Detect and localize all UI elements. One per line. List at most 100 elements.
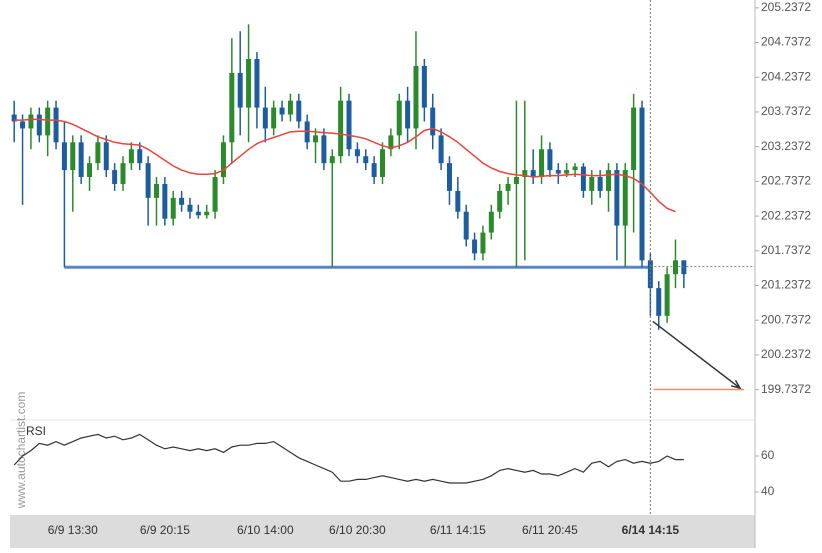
x-axis-band <box>10 515 755 548</box>
candle-body <box>262 107 268 129</box>
candle-body <box>296 100 302 122</box>
y-tick-label: 200.2372 <box>761 347 811 361</box>
candle-body <box>438 135 444 164</box>
candle-body <box>421 65 427 108</box>
y-tick-label: 202.2372 <box>761 208 811 222</box>
y-tick-label: 204.2372 <box>761 69 811 83</box>
x-tick-label: 6/10 14:00 <box>237 523 294 537</box>
y-tick-label: 199.7372 <box>761 382 811 396</box>
candle-body <box>606 170 612 191</box>
candle-body <box>313 135 319 143</box>
candle-body <box>413 65 419 129</box>
candle-body <box>572 166 578 171</box>
candle-body <box>70 142 76 171</box>
candle-body <box>488 211 494 233</box>
candle-body <box>95 142 101 164</box>
candle-body <box>614 170 620 226</box>
candle-body <box>271 107 277 129</box>
arrow-head <box>731 379 742 390</box>
candle-body <box>179 197 185 205</box>
candle-body <box>145 163 151 198</box>
x-tick-label: 6/10 20:30 <box>329 523 386 537</box>
candle-body <box>45 107 51 136</box>
candle-body <box>187 204 193 212</box>
x-tick-label: 6/11 14:15 <box>430 523 486 537</box>
candle-body <box>338 100 344 157</box>
candle-body <box>329 156 335 164</box>
candle-body <box>120 163 126 184</box>
candle-body <box>589 177 595 191</box>
candle-body <box>363 156 369 164</box>
candle-body <box>430 107 436 136</box>
candle-body <box>254 59 260 108</box>
candle-body <box>513 177 519 184</box>
x-tick-label: 6/9 13:30 <box>48 523 98 537</box>
candle-body <box>446 163 452 191</box>
candle-body <box>220 142 226 178</box>
candle-body <box>137 149 143 164</box>
candle-body <box>346 100 352 150</box>
y-tick-label: 40 <box>761 484 775 498</box>
candle-body <box>597 177 603 191</box>
candle-body <box>195 211 201 216</box>
candle-body <box>11 114 17 122</box>
candle-body <box>212 177 218 212</box>
y-tick-label: 60 <box>761 448 775 462</box>
rsi-line <box>13 433 684 484</box>
candle-body <box>497 190 503 212</box>
candle-body <box>530 170 536 178</box>
candle-body <box>681 260 687 275</box>
candle-body <box>78 142 84 178</box>
candle-body <box>36 114 42 136</box>
candle-body <box>580 166 586 191</box>
candle-body <box>87 163 93 178</box>
candle-body <box>656 288 662 316</box>
candle-body <box>229 72 235 143</box>
y-tick-label: 201.7372 <box>761 243 811 257</box>
y-tick-label: 203.7372 <box>761 104 811 118</box>
candle-body <box>463 211 469 240</box>
candle-body <box>564 170 570 174</box>
candle-body <box>28 114 34 129</box>
candle-body <box>20 121 26 129</box>
candle-body <box>396 100 402 136</box>
candle-body <box>279 107 285 115</box>
candle-body <box>61 142 67 171</box>
candle-body <box>380 149 385 178</box>
x-tick-label: 6/11 20:45 <box>522 523 578 537</box>
candle-body <box>472 239 478 254</box>
candle-body <box>321 135 327 164</box>
candle-body <box>405 100 411 129</box>
candle-body <box>672 260 678 275</box>
candle-body <box>371 163 377 178</box>
candle-body <box>354 149 360 157</box>
candle-body <box>664 274 670 316</box>
candle-body <box>153 183 159 198</box>
moving-average <box>14 118 676 213</box>
y-tick-label: 203.2372 <box>761 139 811 153</box>
y-tick-label: 201.2372 <box>761 278 811 292</box>
y-tick-label: 204.7372 <box>761 35 811 49</box>
candle-body <box>480 232 486 254</box>
candle-body <box>522 170 528 178</box>
candle-body <box>547 149 553 171</box>
y-tick-label: 202.7372 <box>761 174 811 188</box>
candle-body <box>455 190 461 212</box>
y-tick-label: 205.2372 <box>761 0 811 14</box>
candle-body <box>388 135 394 150</box>
forecast-arrow <box>652 320 741 389</box>
candle-body <box>170 197 176 219</box>
candle-body <box>103 142 109 171</box>
candle-body <box>237 72 243 108</box>
candle-body <box>246 59 252 108</box>
rsi-label: RSI <box>26 424 46 438</box>
candle-body <box>647 260 653 289</box>
candle-body <box>112 170 118 184</box>
candle-body <box>505 183 511 191</box>
y-tick-label: 200.7372 <box>761 312 811 326</box>
candle-body <box>539 149 545 178</box>
candle-body <box>128 149 134 164</box>
watermark: www.autochartist.com <box>14 392 28 510</box>
